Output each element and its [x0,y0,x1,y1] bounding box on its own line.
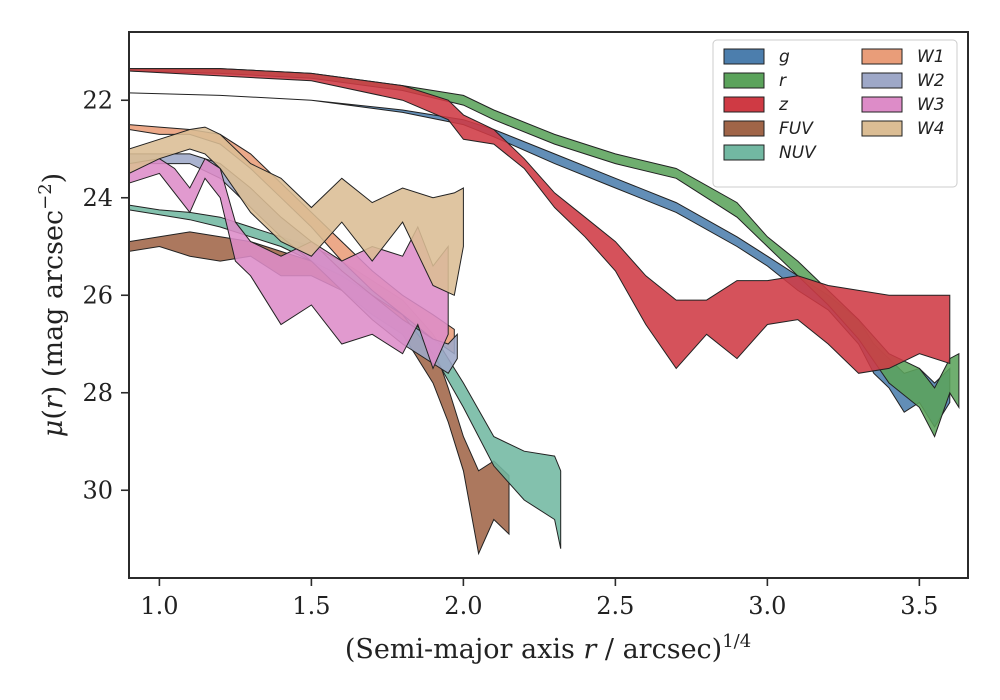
legend: grz FUV NUV W1 W2 W3 W4 [712,39,958,188]
legend-swatch-g [723,48,765,65]
legend-swatch-z [723,96,765,113]
legend-swatch-w1 [861,48,903,65]
series-band-w3 [129,157,449,370]
legend-label-nuv: NUV [779,143,817,163]
y-axis-ticks: 22 24 26 28 30 [82,86,129,504]
legend-label-fuv: FUV [779,119,814,139]
legend-swatch-nuv [723,144,765,161]
x-tick-label: 3.5 [900,592,938,620]
x-tick-label: 2.5 [596,592,634,620]
legend-swatch-w2 [861,72,903,89]
y-tick-label: 24 [82,184,113,212]
series-layer [129,68,960,556]
plot-frame [128,31,969,579]
x-tick-label: 2.0 [444,592,482,620]
series-band-r [129,68,960,438]
legend-label-z: z [778,95,789,115]
legend-label-r: r [779,71,787,91]
legend-label-w4: W4 [917,119,945,139]
legend-label-w2: W2 [917,71,945,91]
x-axis-label: (Semi-major axis r / arcsec)1/4 [345,631,751,665]
x-tick-label: 3.0 [748,592,786,620]
series-band-w4 [129,126,464,297]
legend-label-w1: W1 [917,47,945,67]
legend-label-w3: W3 [917,95,945,115]
legend-swatch-fuv [723,120,765,137]
y-tick-label: 22 [82,86,113,114]
y-axis-label: μ(r) (mag arcsec−2) [35,173,69,437]
legend-swatch-r [723,72,765,89]
legend-label-g: g [779,47,790,67]
y-tick-label: 26 [82,281,113,309]
x-axis-ticks: 1.0 1.5 2.0 2.5 3.0 3.5 [140,578,938,620]
series-band-z [129,68,951,374]
y-tick-label: 28 [82,379,113,407]
x-tick-label: 1.0 [140,592,178,620]
legend-swatch-w4 [861,120,903,137]
legend-swatch-w3 [861,96,903,113]
y-tick-label: 30 [82,476,113,504]
x-tick-label: 1.5 [292,592,330,620]
